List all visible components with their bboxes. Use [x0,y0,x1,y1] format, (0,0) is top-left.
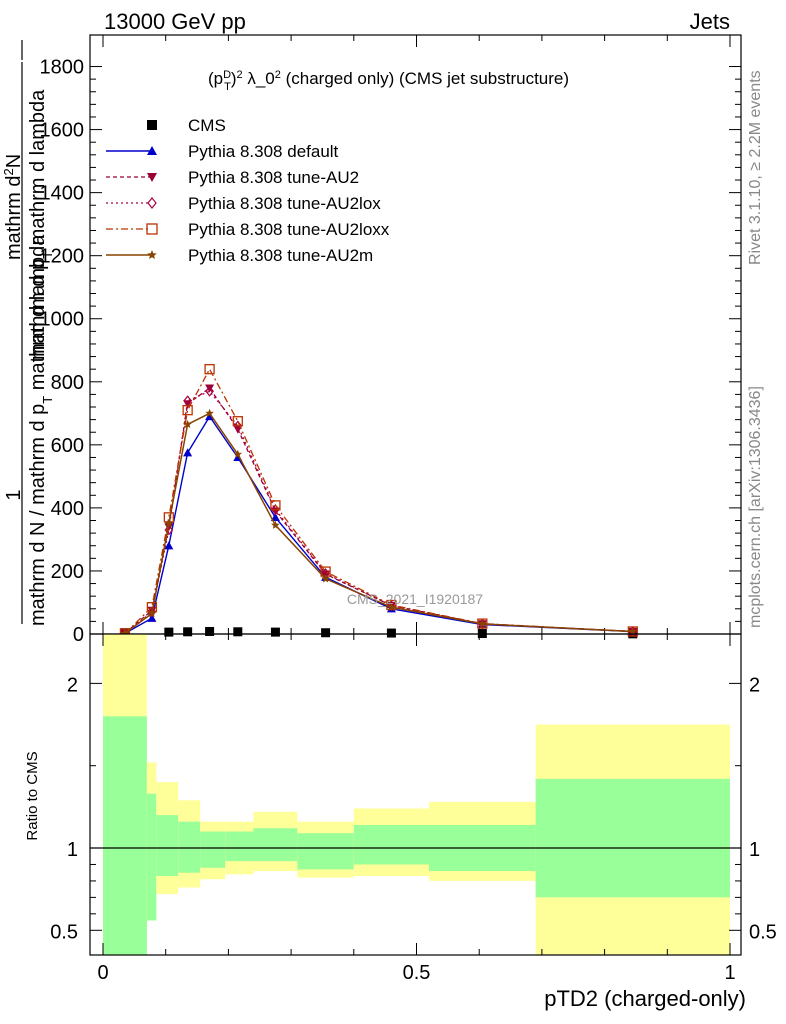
y-tick-label: 1600 [40,120,85,142]
ratio-band-inner [200,831,226,868]
legend-marker-cms [147,120,157,130]
data-point-au2lox [205,385,214,397]
data-point-cms [270,627,280,637]
x-tick-label: 0 [97,962,108,984]
x-tick-label: 1 [724,962,735,984]
legend-label-default: Pythia 8.308 default [188,142,339,161]
legend-label-au2m: Pythia 8.308 tune-AU2m [188,246,373,265]
data-point-default [147,613,157,622]
data-point-au2m [387,602,396,611]
legend-marker-au2lox [147,197,157,209]
x-tick-label: 0.5 [403,962,431,984]
ratio-band-inner [353,824,430,865]
ratio-y-tick-label-right: 1 [749,839,760,861]
data-point-au2m [183,419,192,428]
y-tick-label: 1200 [40,246,85,268]
ratio-y-tick-label: 0.5 [50,921,78,943]
data-point-au2m [147,609,157,618]
data-point-au2loxx [232,416,243,427]
main-ylabel: mathrm d N / mathrm d pT mathrm d lambda… [1,40,55,626]
header-left: 13000 GeV pp [104,9,246,34]
series-au2m [120,408,638,637]
y-tick-label: 1000 [40,309,85,331]
y-tick-label: 1400 [40,183,85,205]
y-tick-label: 600 [51,435,84,457]
legend-marker-default [147,146,157,155]
data-point-au2lox [233,420,243,432]
watermark: CMS_2021_I1920187 [347,591,483,607]
ratio-ylabel: Ratio to CMS [24,751,41,840]
main-panel: 0 200 400 600 800 1000 1200 1400 1600 1800 [40,34,742,646]
chart-title: (pD T)2 λ_02 (charged only) (CMS jet subs… [208,69,569,93]
data-point-default [270,512,280,521]
data-point-cms [183,627,193,637]
ratio-band-inner [253,828,298,862]
data-point-au2m [205,408,214,417]
ratio-band-inner [146,793,157,921]
ratio-frame [89,633,742,956]
data-point-au2loxx [182,405,193,416]
legend-label-au2lox: Pythia 8.308 tune-AU2lox [188,194,381,213]
data-point-au2m [628,627,638,636]
legend-label-au2: Pythia 8.308 tune-AU2 [188,168,359,187]
legend: CMS Pythia 8.308 default Pythia 8.308 tune… [106,116,390,265]
data-point-au2 [205,384,215,393]
data-point-au2m [164,519,174,528]
data-point-cms [233,627,243,637]
ratio-band-inner [297,833,354,870]
ylabel-one: 1 [3,489,25,500]
ylabel-denominator: mathrm d pT mathrm d lambda [27,89,55,360]
legend-marker-au2m [147,250,157,259]
legend-marker-au2loxx [146,223,158,235]
y-tick-label: 400 [51,498,84,520]
y-tick-label: 200 [51,561,84,583]
ratio-band-inner [156,815,179,876]
y-tick-label: 800 [51,372,84,394]
data-point-default [183,448,193,457]
ratio-panel: 0.5 0.5 1 1 2 2 0 0.5 1 [50,633,777,984]
data-point-au2loxx [270,500,281,511]
legend-label-au2loxx: Pythia 8.308 tune-AU2loxx [188,220,390,239]
mcplots-label: mcplots.cern.ch [arXiv:1306.3436] [747,386,764,628]
data-point-au2m [271,520,280,529]
ratio-y-tick-label: 2 [67,674,78,696]
ratio-band-inner [103,716,147,955]
data-point-default [205,411,215,421]
ratio-y-tick-label: 1 [67,839,78,861]
ratio-band-inner [178,821,201,873]
data-point-au2loxx [204,364,215,375]
legend-label-cms: CMS [188,116,226,135]
data-point-au2m [321,574,330,583]
data-point-default [164,541,174,550]
y-tick-label: 1800 [40,57,85,79]
ratio-y-tick-label-right: 2 [749,674,760,696]
data-point-cms [164,627,174,637]
data-point-cms [205,626,215,636]
rivet-label: Rivet 3.1.10, ≥ 2.2M events [747,70,764,265]
header-right: Jets [690,9,730,34]
data-point-cms [321,628,331,638]
ylabel-left: mathrm d N / mathrm d pT mathrm d lambda [27,234,55,626]
data-point-au2lox [147,606,157,618]
ratio-band-inner [535,778,730,898]
x-axis-label: pTD2 (charged-only) [544,986,746,1011]
legend-marker-au2 [147,173,157,182]
ratio-y-tick-label-right: 0.5 [749,921,777,943]
data-point-cms [386,628,396,638]
ylabel-numerator: mathrm d2N [1,154,26,260]
data-point-au2lox [164,524,174,536]
data-point-au2m [233,449,243,458]
data-point-au2m [478,619,487,628]
y-tick-label: 0 [73,624,84,646]
ratio-band-inner [225,831,254,862]
